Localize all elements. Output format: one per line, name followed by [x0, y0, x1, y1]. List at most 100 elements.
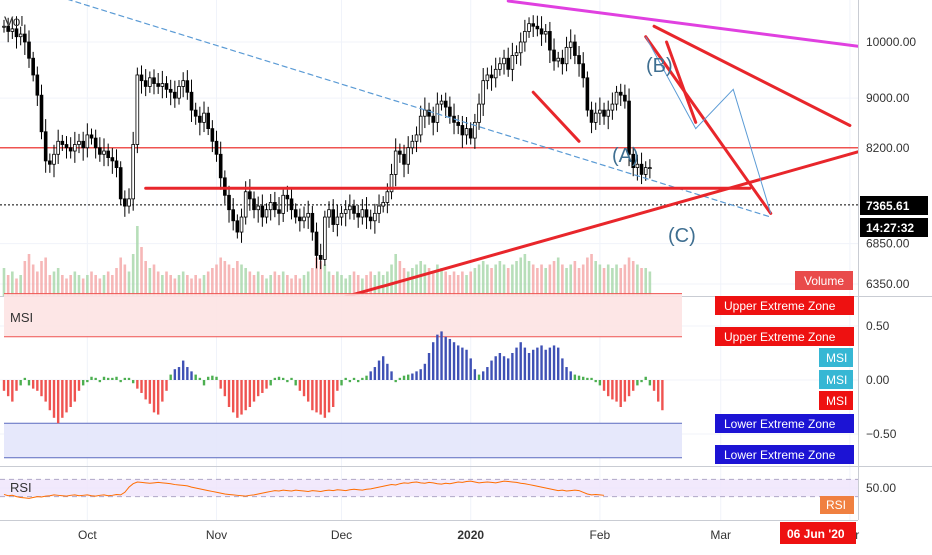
rsi-label: RSI — [10, 480, 32, 495]
msi-histogram-bar — [406, 374, 410, 380]
volume-bar — [119, 257, 122, 296]
volume-badge — [795, 271, 853, 290]
candle-body — [389, 174, 394, 193]
volume-bar — [81, 278, 85, 296]
volume-bar — [561, 264, 564, 296]
candle-body — [589, 109, 594, 123]
current-price-label: 7365.61 — [866, 199, 910, 213]
candle-body — [277, 209, 281, 214]
volume-bar — [111, 275, 114, 296]
msi-histogram-bar — [490, 360, 493, 380]
candle-body — [231, 209, 235, 222]
candle-body — [431, 115, 436, 123]
volume-bar — [623, 264, 627, 296]
msi-histogram-bar — [236, 380, 239, 418]
msi-histogram-bar — [165, 380, 168, 391]
volume-bar — [302, 275, 306, 296]
msi-histogram-bar — [590, 377, 593, 380]
volume-bar — [636, 264, 639, 296]
volume-bar — [140, 247, 143, 296]
lower-extreme-zone-label-2: Lower Extreme Zone — [724, 448, 836, 462]
volume-bar — [619, 268, 623, 296]
candle-body — [360, 209, 365, 218]
msi-tick-label: −0.50 — [866, 427, 897, 441]
volume-bar — [531, 264, 535, 296]
time-tick-label: Nov — [206, 528, 227, 542]
candle-body — [210, 128, 215, 142]
volume-bar — [394, 254, 397, 296]
msi-histogram-bar — [61, 380, 64, 418]
wave-label-a: (A) — [612, 145, 639, 167]
candle-body — [98, 147, 102, 155]
candle-body — [268, 202, 273, 211]
msi-histogram-bar — [327, 380, 331, 413]
candle-body — [493, 68, 498, 79]
volume-bar — [373, 275, 377, 296]
lower-extreme-zone-badge-2 — [715, 445, 854, 464]
msi-histogram-bar — [44, 380, 47, 402]
volume-bar — [356, 275, 360, 296]
candle-body — [102, 150, 106, 155]
msi-histogram-bar — [298, 380, 302, 391]
candle-body — [489, 74, 494, 79]
volume-bar — [265, 278, 268, 296]
volume-bar — [323, 264, 327, 296]
candle-body — [398, 150, 402, 155]
candle-body — [485, 74, 490, 82]
candle-body — [123, 198, 127, 207]
candle-body — [239, 216, 244, 233]
price-pane[interactable] — [0, 0, 929, 297]
msi-badge-label-3: MSI — [826, 394, 847, 408]
volume-bar — [365, 275, 368, 296]
msi-histogram-bar — [565, 367, 568, 380]
trendlines — [67, 0, 858, 296]
volume-bar — [469, 271, 473, 296]
msi-histogram-bar — [181, 360, 185, 380]
msi-histogram-bar — [323, 380, 327, 418]
candle-body — [568, 41, 573, 48]
time-tick-label: Mar — [710, 528, 731, 542]
volume-bar — [548, 264, 552, 296]
candle-body — [43, 131, 48, 162]
candle-body — [523, 31, 527, 43]
candle-body — [377, 205, 381, 214]
msi-histogram-bar — [256, 380, 260, 397]
price-axis[interactable]: 10000.00 9000.00 8200.00 6850.00 6350.00 — [866, 35, 916, 291]
msi-pane[interactable]: 0.50 0.00 −0.50 — [2, 293, 897, 459]
volume-bar — [502, 264, 506, 296]
volume-bar — [156, 271, 160, 296]
volume-bar — [440, 268, 443, 296]
msi-histogram-bar — [211, 375, 214, 380]
candle-body — [160, 83, 165, 87]
candle-body — [548, 31, 552, 51]
price-tick-label: 6850.00 — [866, 237, 910, 251]
candle-body — [214, 140, 219, 155]
volume-bar — [202, 275, 206, 296]
candle-body — [614, 91, 619, 105]
rsi-pane[interactable]: 50.00 — [0, 478, 896, 499]
candle-body — [323, 216, 327, 260]
msi-histogram-bar — [507, 358, 510, 380]
volume-bar — [256, 271, 260, 296]
candle-body — [6, 25, 10, 32]
candle-body — [2, 25, 6, 28]
volume-bar — [411, 268, 414, 296]
candle-body — [139, 74, 144, 82]
volume-bar — [423, 264, 427, 296]
wave-connector-line — [645, 36, 772, 214]
volume-bar — [290, 278, 293, 296]
volume-badge-label: Volume — [804, 274, 844, 288]
msi-histogram-bar — [432, 342, 435, 380]
msi-histogram-bar — [161, 380, 164, 402]
red-rising-support-trendline — [344, 150, 858, 296]
candle-body — [164, 83, 169, 90]
volume-bar — [106, 271, 110, 296]
time-axis[interactable]: OctNovDec2020FebMarApr — [78, 528, 859, 542]
volume-bar — [494, 264, 498, 296]
msi-histogram-bar — [302, 380, 306, 397]
upper-extreme-zone-label-2: Upper Extreme Zone — [724, 330, 836, 344]
rsi-badge — [820, 496, 854, 514]
red-flag-line — [531, 90, 581, 143]
volume-bar — [219, 257, 222, 296]
rsi-tick-label: 50.00 — [866, 481, 896, 495]
